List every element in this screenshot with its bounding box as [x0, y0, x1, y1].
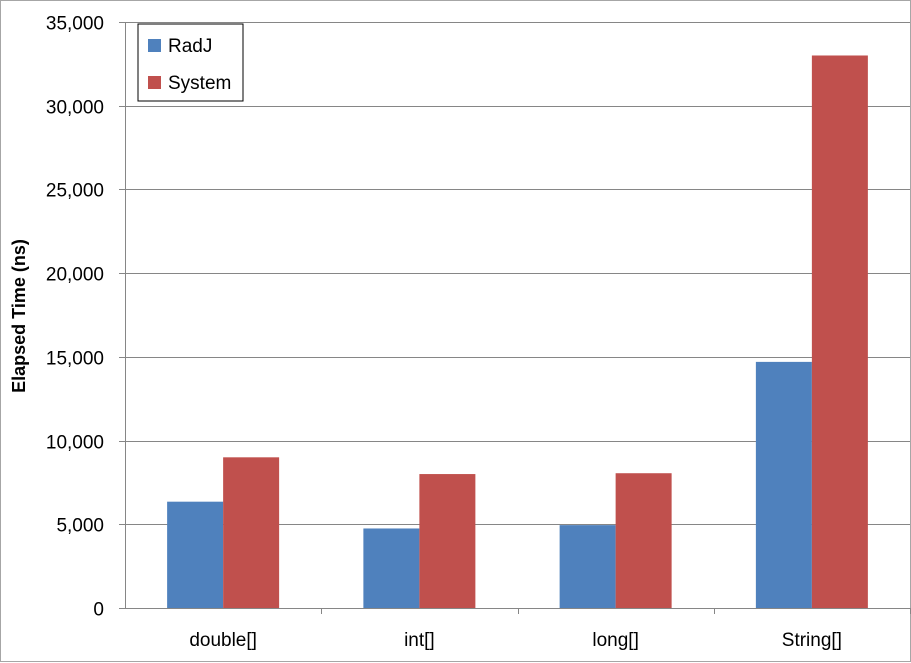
tick-labels: 0 5,000 10,000 15,000 20,000 25,000 30,000 35,0… [46, 14, 842, 652]
x-tick-label: String[] [782, 630, 842, 651]
y-tick-label: 35,000 [46, 14, 104, 35]
axes [119, 22, 911, 614]
legend-swatch-system [148, 76, 161, 89]
legend-label-system: System [168, 73, 231, 94]
bar-system-2 [615, 473, 672, 608]
bars [167, 55, 868, 608]
legend-label-radj: RadJ [168, 36, 212, 57]
y-tick-label: 20,000 [46, 265, 104, 286]
y-tick-label: 25,000 [46, 181, 104, 202]
legend: RadJ System [137, 23, 244, 102]
legend-swatch-radj [148, 39, 161, 52]
y-tick-label: 30,000 [46, 98, 104, 119]
bar-system-3 [811, 55, 868, 608]
y-tick-label: 10,000 [46, 433, 104, 454]
bar-system-1 [419, 474, 476, 608]
x-tick-label: int[] [404, 630, 435, 651]
bar-radj-3 [755, 361, 812, 608]
gridlines [125, 22, 910, 525]
y-tick-label: 0 [93, 600, 104, 621]
x-tick-label: long[] [592, 630, 638, 651]
bar-radj-1 [363, 528, 420, 608]
y-tick-label: 5,000 [56, 516, 104, 537]
y-tick-label: 15,000 [46, 349, 104, 370]
x-tick-label: double[] [189, 630, 257, 651]
bar-system-0 [223, 457, 280, 608]
bar-radj-0 [167, 501, 224, 608]
y-axis-title: Elapsed Time (ns) [9, 239, 29, 393]
bar-radj-2 [559, 525, 616, 608]
